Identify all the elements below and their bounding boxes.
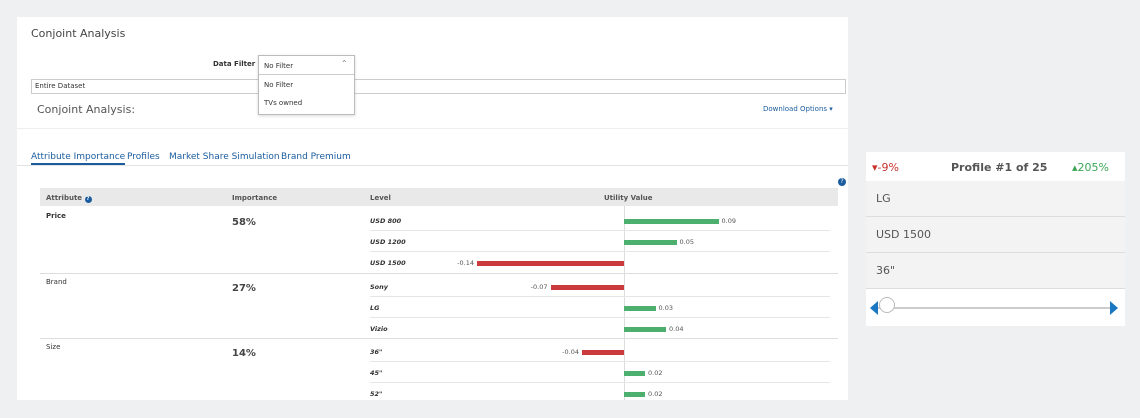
level-name: 36" <box>370 348 383 356</box>
utility-bar <box>624 305 656 311</box>
tab[interactable]: Brand Premium <box>281 152 351 162</box>
column-header: Utility Value <box>604 194 653 202</box>
row-divider <box>370 251 830 252</box>
profile-item: LG <box>876 192 891 205</box>
chevron-icon: ⌃ <box>341 59 348 68</box>
utility-label: 0.09 <box>721 217 736 225</box>
profile-item: USD 1500 <box>876 228 931 241</box>
filter-option[interactable]: TVs owned <box>264 99 303 107</box>
dataset-box: Entire Dataset <box>31 79 846 94</box>
attribute-name: Price <box>46 212 66 220</box>
utility-label: 0.05 <box>679 238 694 246</box>
main-panel <box>17 17 848 400</box>
level-name: Sony <box>370 282 389 291</box>
utility-label: 0.04 <box>669 324 684 333</box>
page-title: Conjoint Analysis <box>31 27 126 40</box>
tab[interactable]: Market Share Simulation <box>169 152 280 162</box>
level-name: USD 800 <box>370 217 402 225</box>
low-text: -9% <box>877 161 899 174</box>
utility-label: 0.02 <box>648 369 663 377</box>
utility-bar <box>624 240 677 245</box>
filter-label: Data Filter <box>213 60 256 68</box>
row-divider <box>370 382 830 383</box>
importance: 14% <box>232 348 256 359</box>
divider <box>17 165 848 166</box>
utility-label: 0.02 <box>648 390 663 398</box>
utility-bar <box>624 219 719 224</box>
profile-row <box>866 253 1125 289</box>
table-header <box>40 188 838 206</box>
tab[interactable]: Attribute Importance <box>31 152 126 165</box>
filter-selected: No Filter <box>264 62 294 70</box>
divider <box>17 128 848 129</box>
utility-bar <box>624 392 645 397</box>
utility-label: -0.14 <box>457 259 474 267</box>
row-divider <box>370 295 830 297</box>
column-header: Importance <box>232 194 278 202</box>
help-icon[interactable]: ? <box>838 178 846 186</box>
column-header: Attribute ? <box>46 194 92 203</box>
dataset-text: Entire Dataset <box>35 82 86 90</box>
utility-bar <box>582 350 624 355</box>
download-options[interactable]: Download Options ▾ <box>763 105 833 113</box>
level-name: LG <box>370 303 380 312</box>
header-text: Attribute <box>46 194 83 202</box>
profile-row <box>866 217 1125 253</box>
level-name: USD 1200 <box>370 238 406 246</box>
utility-bar <box>477 261 624 266</box>
row-divider <box>370 316 830 318</box>
attribute-name: Brand <box>46 277 67 286</box>
slider-left-arrow[interactable] <box>870 301 878 315</box>
download-text: Download Options <box>763 105 828 113</box>
row-divider <box>370 361 830 362</box>
zero-line <box>624 206 625 400</box>
row-divider <box>370 230 830 231</box>
utility-bar <box>550 284 624 290</box>
level-name: USD 1500 <box>370 259 406 267</box>
tab[interactable]: Profiles <box>127 152 160 162</box>
profile-high: ▴205% <box>1072 161 1109 174</box>
profile-title: Profile #1 of 25 <box>951 161 1048 174</box>
slider-right-arrow[interactable] <box>1110 301 1118 315</box>
slider-thumb[interactable] <box>879 297 895 313</box>
group-divider <box>40 338 838 339</box>
section-title: Conjoint Analysis: <box>37 103 136 116</box>
utility-bar <box>624 326 666 332</box>
divider <box>259 74 354 75</box>
utility-bar <box>624 371 645 376</box>
high-text: 205% <box>1077 161 1109 174</box>
utility-label: -0.07 <box>530 282 548 291</box>
group-divider <box>40 272 838 274</box>
profile-item: 36" <box>876 264 896 277</box>
column-header: Level <box>370 194 391 202</box>
profile-low: ▾-9% <box>872 161 899 174</box>
profile-row <box>866 181 1125 217</box>
attribute-name: Size <box>46 343 61 351</box>
filter-dropdown[interactable]: No Filter ⌃ No Filter TVs owned <box>258 55 355 115</box>
level-name: 52" <box>370 390 383 398</box>
level-name: Vizio <box>370 324 388 333</box>
slider-track <box>875 307 1111 309</box>
utility-label: -0.04 <box>562 348 579 356</box>
importance: 27% <box>232 282 256 294</box>
utility-label: 0.03 <box>658 303 673 312</box>
importance: 58% <box>232 217 256 228</box>
filter-option[interactable]: No Filter <box>264 81 294 89</box>
level-name: 45" <box>370 369 383 377</box>
